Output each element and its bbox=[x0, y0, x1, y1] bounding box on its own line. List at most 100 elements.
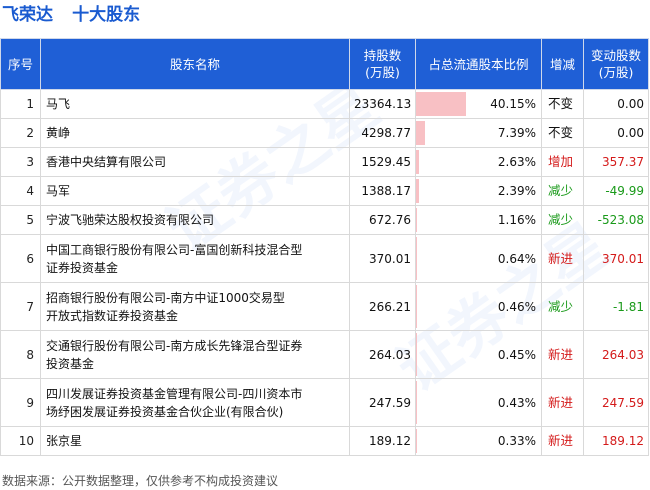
ratio-text: 2.63% bbox=[497, 155, 536, 169]
ratio-bar bbox=[416, 381, 417, 424]
shares-held: 247.59 bbox=[349, 378, 416, 427]
col-header-shares-line2: (万股) bbox=[365, 65, 400, 80]
shareholder-name: 张京星 bbox=[40, 426, 350, 456]
shareholder-name: 交通银行股份有限公司-南方成长先锋混合型证券 投资基金 bbox=[40, 330, 350, 379]
shareholders-table: 序号 股东名称 持股数 (万股) 占总流通股本比例 增减 变动股数 (万股) 1… bbox=[0, 38, 649, 456]
shareholder-name-line1: 中国工商银行股份有限公司-富国创新科技混合型 bbox=[46, 242, 303, 257]
col-header-ratio: 占总流通股本比例 bbox=[415, 38, 542, 90]
row-index: 5 bbox=[0, 205, 41, 235]
ratio-text: 0.45% bbox=[497, 347, 536, 362]
shareholder-name: 招商银行股份有限公司-南方中证1000交易型 开放式指数证券投资基金 bbox=[40, 282, 350, 331]
ratio-text: 0.43% bbox=[497, 395, 536, 410]
change-status: 减少 bbox=[541, 205, 584, 235]
shareholder-name: 宁波飞驰荣达股权投资有限公司 bbox=[40, 205, 350, 235]
change-shares: 264.03 bbox=[583, 330, 649, 379]
col-header-change: 增减 bbox=[541, 38, 584, 90]
change-shares: 0.00 bbox=[583, 89, 649, 119]
ratio-bar bbox=[416, 285, 417, 328]
ratio-bar bbox=[416, 237, 417, 280]
table-row: 4 马军 1388.17 2.39% 减少 -49.99 bbox=[0, 176, 649, 206]
change-shares: -523.08 bbox=[583, 205, 649, 235]
data-source-note: 数据来源：公开数据整理，仅供参考不构成投资建议 bbox=[2, 474, 279, 488]
shares-held: 189.12 bbox=[349, 426, 416, 456]
company-name: 飞荣达 bbox=[2, 5, 53, 25]
row-index: 9 bbox=[0, 378, 41, 427]
table-row: 6 中国工商银行股份有限公司-富国创新科技混合型 证券投资基金 370.01 0.64%… bbox=[0, 234, 649, 283]
shareholder-name-line1: 香港中央结算有限公司 bbox=[46, 155, 167, 169]
shareholder-name-line2: 场纾困发展证券投资基金合伙企业(有限合伙) bbox=[46, 404, 284, 419]
table-row: 9 四川发展证券投资基金管理有限公司-四川资本市 场纾困发展证券投资基金合伙企业(有… bbox=[0, 378, 649, 427]
table-row: 7 招商银行股份有限公司-南方中证1000交易型 开放式指数证券投资基金 266.21… bbox=[0, 282, 649, 331]
change-shares: 370.01 bbox=[583, 234, 649, 283]
row-index: 6 bbox=[0, 234, 41, 283]
float-ratio-cell: 7.39% bbox=[415, 118, 542, 148]
float-ratio-cell: 0.43% bbox=[415, 378, 542, 427]
shareholder-name-line1: 黄峥 bbox=[46, 126, 71, 140]
shares-held: 1529.45 bbox=[349, 147, 416, 177]
row-index: 2 bbox=[0, 118, 41, 148]
table-row: 5 宁波飞驰荣达股权投资有限公司 672.76 1.16% 减少 -523.08 bbox=[0, 205, 649, 235]
title-bar: 飞荣达 十大股东 bbox=[0, 2, 140, 30]
change-shares: 357.37 bbox=[583, 147, 649, 177]
shares-held: 23364.13 bbox=[349, 89, 416, 119]
shares-held: 672.76 bbox=[349, 205, 416, 235]
table-row: 3 香港中央结算有限公司 1529.45 2.63% 增加 357.37 bbox=[0, 147, 649, 177]
col-header-name: 股东名称 bbox=[40, 38, 350, 90]
table-row: 2 黄峥 4298.77 7.39% 不变 0.00 bbox=[0, 118, 649, 148]
shareholder-name-line1: 四川发展证券投资基金管理有限公司-四川资本市 bbox=[46, 386, 303, 401]
row-index: 10 bbox=[0, 426, 41, 456]
shareholder-name-line1: 招商银行股份有限公司-南方中证1000交易型 bbox=[46, 290, 285, 305]
table-row: 10 张京星 189.12 0.33% 新进 189.12 bbox=[0, 426, 649, 456]
shareholder-name: 四川发展证券投资基金管理有限公司-四川资本市 场纾困发展证券投资基金合伙企业(有限… bbox=[40, 378, 350, 427]
change-status: 减少 bbox=[541, 282, 584, 331]
ratio-text: 1.16% bbox=[497, 213, 536, 227]
change-status: 新进 bbox=[541, 234, 584, 283]
change-status: 新进 bbox=[541, 378, 584, 427]
row-index: 1 bbox=[0, 89, 41, 119]
table-row: 8 交通银行股份有限公司-南方成长先锋混合型证券 投资基金 264.03 0.45% 新进… bbox=[0, 330, 649, 379]
row-index: 4 bbox=[0, 176, 41, 206]
row-index: 7 bbox=[0, 282, 41, 331]
shareholder-name: 中国工商银行股份有限公司-富国创新科技混合型 证券投资基金 bbox=[40, 234, 350, 283]
shareholder-name-line2: 开放式指数证券投资基金 bbox=[46, 308, 179, 323]
col-header-shares: 持股数 (万股) bbox=[349, 38, 416, 90]
shareholder-name-line1: 马军 bbox=[46, 184, 71, 198]
shareholder-name-line1: 张京星 bbox=[46, 434, 83, 448]
ratio-text: 40.15% bbox=[490, 97, 536, 111]
shareholder-name: 黄峥 bbox=[40, 118, 350, 148]
change-status: 不变 bbox=[541, 118, 584, 148]
change-shares: 0.00 bbox=[583, 118, 649, 148]
ratio-text: 2.39% bbox=[497, 184, 536, 198]
ratio-text: 7.39% bbox=[497, 126, 536, 140]
float-ratio-cell: 0.33% bbox=[415, 426, 542, 456]
shares-held: 264.03 bbox=[349, 330, 416, 379]
col-header-shares-line1: 持股数 bbox=[363, 48, 402, 63]
float-ratio-cell: 40.15% bbox=[415, 89, 542, 119]
shareholder-name-line1: 马飞 bbox=[46, 97, 71, 111]
shareholder-name-line1: 交通银行股份有限公司-南方成长先锋混合型证券 bbox=[46, 338, 303, 353]
change-shares: 247.59 bbox=[583, 378, 649, 427]
change-status: 减少 bbox=[541, 176, 584, 206]
ratio-bar bbox=[416, 121, 426, 145]
change-shares: 189.12 bbox=[583, 426, 649, 456]
change-shares: -1.81 bbox=[583, 282, 649, 331]
shares-held: 1388.17 bbox=[349, 176, 416, 206]
float-ratio-cell: 2.63% bbox=[415, 147, 542, 177]
ratio-bar bbox=[416, 179, 419, 203]
shares-held: 266.21 bbox=[349, 282, 416, 331]
shareholder-name: 马军 bbox=[40, 176, 350, 206]
shares-held: 370.01 bbox=[349, 234, 416, 283]
shareholder-name: 香港中央结算有限公司 bbox=[40, 147, 350, 177]
shares-held: 4298.77 bbox=[349, 118, 416, 148]
shareholder-name-line2: 投资基金 bbox=[46, 356, 95, 371]
ratio-text: 0.46% bbox=[497, 299, 536, 314]
ratio-text: 0.64% bbox=[497, 251, 536, 266]
change-status: 新进 bbox=[541, 426, 584, 456]
float-ratio-cell: 1.16% bbox=[415, 205, 542, 235]
float-ratio-cell: 0.46% bbox=[415, 282, 542, 331]
col-header-delta: 变动股数 (万股) bbox=[583, 38, 649, 90]
row-index: 3 bbox=[0, 147, 41, 177]
ratio-bar bbox=[416, 92, 467, 116]
ratio-bar bbox=[416, 208, 418, 232]
shareholder-name-line1: 宁波飞驰荣达股权投资有限公司 bbox=[46, 213, 215, 227]
